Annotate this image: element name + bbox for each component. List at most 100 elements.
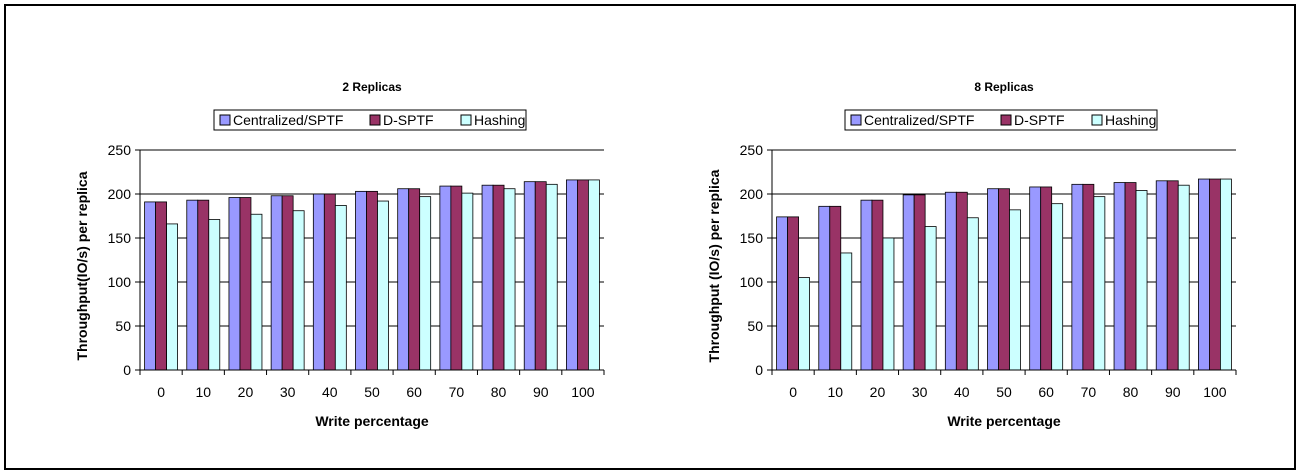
x-tick-label: 0	[789, 384, 797, 400]
bar-1-0	[144, 201, 156, 371]
y-tick-label: 200	[108, 186, 132, 202]
bar-3-20	[250, 213, 263, 371]
x-tick-label: 10	[195, 384, 211, 400]
bar-1-100	[566, 179, 578, 371]
bar-2-90	[534, 181, 547, 371]
bar-3-90	[1177, 184, 1190, 371]
bar-3-10	[208, 219, 221, 371]
bar-3-40	[966, 217, 979, 371]
bar-3-100	[1220, 178, 1232, 371]
bar-1-30	[270, 195, 283, 371]
x-tick-label: 20	[870, 384, 886, 400]
x-tick-label: 60	[406, 384, 422, 400]
x-tick-label: 0	[157, 384, 165, 400]
legend-swatch-2	[1000, 114, 1012, 126]
bar-3-60	[1051, 203, 1064, 371]
bar-3-100	[588, 179, 600, 371]
x-tick-label: 10	[827, 384, 843, 400]
y-tick-label: 200	[740, 186, 764, 202]
x-tick-label: 80	[491, 384, 507, 400]
bar-1-50	[987, 188, 999, 371]
bar-2-60	[1040, 186, 1053, 371]
legend-label-3: Hashing	[1105, 112, 1156, 128]
legend-swatch-1	[850, 114, 862, 126]
legend-label-2: D-SPTF	[1014, 112, 1065, 128]
bar-2-80	[492, 184, 505, 371]
x-tick-label: 40	[954, 384, 970, 400]
bar-2-10	[197, 199, 210, 371]
bar-2-60	[408, 188, 421, 371]
x-tick-label: 30	[912, 384, 928, 400]
chart-2: 8 Replicas Centralized/SPTF D-SPTF Hashing 0…	[706, 80, 1237, 429]
bar-3-80	[1135, 190, 1148, 371]
bar-2-50	[366, 190, 378, 371]
bar-1-50	[355, 190, 367, 371]
bar-3-40	[334, 205, 347, 371]
bar-3-90	[545, 183, 558, 371]
bar-2-70	[450, 185, 463, 371]
y-tick-label: 0	[123, 362, 131, 378]
bar-2-20	[871, 199, 884, 371]
bar-2-100	[1209, 178, 1221, 371]
y-tick-label: 150	[740, 230, 764, 246]
y-tick-label: 100	[740, 274, 764, 290]
bar-3-10	[840, 252, 853, 371]
legend-swatch-1	[219, 114, 231, 126]
bar-2-30	[913, 194, 926, 371]
y-tick-label: 100	[108, 274, 132, 290]
x-tick-label: 30	[280, 384, 296, 400]
bar-1-0	[776, 216, 788, 371]
bar-1-40	[312, 193, 325, 371]
x-tick-label: 40	[322, 384, 338, 400]
bar-2-20	[239, 197, 252, 371]
bar-3-50	[377, 200, 389, 371]
bar-1-20	[228, 197, 241, 371]
bar-2-80	[1124, 182, 1137, 371]
bar-3-20	[882, 237, 895, 371]
x-tick-label: 90	[1165, 384, 1181, 400]
bar-1-90	[1155, 180, 1168, 371]
bar-2-0	[787, 216, 799, 371]
bar-2-70	[1082, 183, 1095, 371]
bar-2-100	[577, 179, 589, 371]
x-tick-label: 100	[571, 384, 595, 400]
legend-label-2: D-SPTF	[383, 112, 434, 128]
y-tick-label: 50	[115, 318, 131, 334]
bar-1-60	[1029, 186, 1042, 371]
chart-1: 2 Replicas Centralized/SPTF D-SPTF Hashing 0…	[74, 80, 605, 429]
chart-title: 2 Replicas	[342, 80, 402, 94]
bar-2-40	[955, 191, 968, 371]
bar-3-50	[1009, 209, 1021, 371]
bar-3-70	[461, 192, 474, 371]
bar-2-30	[281, 195, 294, 371]
chart-title: 8 Replicas	[974, 80, 1034, 94]
legend: Centralized/SPTF D-SPTF Hashing	[844, 109, 1158, 131]
x-tick-label: 50	[996, 384, 1012, 400]
bar-1-10	[186, 199, 199, 371]
y-tick-label: 250	[108, 142, 132, 158]
y-axis-title: Throughput(IO/s) per replica	[74, 171, 90, 360]
bar-1-100	[1198, 178, 1210, 371]
y-tick-label: 250	[740, 142, 764, 158]
x-tick-label: 70	[449, 384, 465, 400]
bar-3-60	[419, 196, 432, 371]
bar-2-10	[829, 205, 842, 371]
bar-1-30	[902, 194, 915, 371]
y-tick-label: 150	[108, 230, 132, 246]
bar-2-40	[323, 193, 336, 371]
bar-3-30	[292, 210, 305, 371]
bar-1-90	[523, 181, 536, 371]
legend-swatch-2	[369, 114, 381, 126]
bar-1-80	[1113, 182, 1126, 371]
x-axis-title: Write percentage	[947, 413, 1061, 429]
bar-1-60	[397, 188, 410, 371]
x-tick-label: 100	[1203, 384, 1227, 400]
bar-2-0	[155, 201, 167, 371]
y-tick-label: 0	[755, 362, 763, 378]
x-tick-label: 50	[364, 384, 380, 400]
bar-3-80	[503, 188, 516, 371]
bar-1-70	[439, 185, 452, 371]
x-tick-label: 90	[533, 384, 549, 400]
y-tick-label: 50	[747, 318, 763, 334]
legend: Centralized/SPTF D-SPTF Hashing	[213, 109, 527, 131]
